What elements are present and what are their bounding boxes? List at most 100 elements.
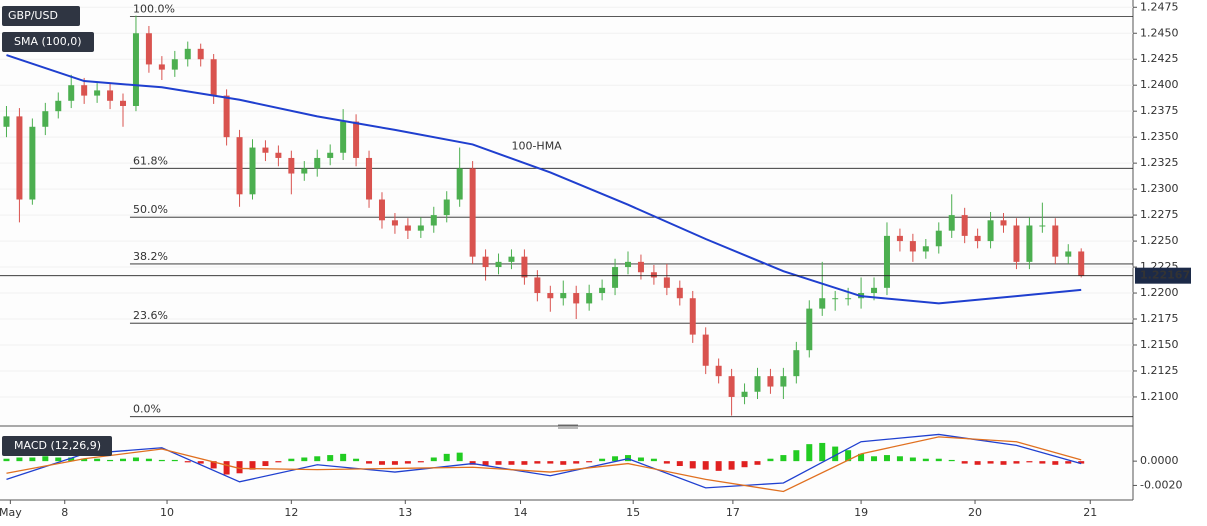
macd-histogram-bar [184, 461, 191, 463]
candle-body [728, 376, 735, 397]
candle-body [547, 293, 554, 299]
x-tick-label: 13 [398, 506, 412, 519]
candle-body [819, 298, 826, 309]
y-tick-label: 1.2350 [1140, 130, 1179, 143]
macd-histogram-bar [689, 461, 696, 469]
x-tick-label: 14 [514, 506, 528, 519]
candle-body [637, 261, 644, 273]
candle-body [741, 391, 748, 397]
candle-body [948, 215, 955, 231]
macd-histogram-bar [573, 461, 580, 464]
candle-body [871, 287, 878, 294]
macd-histogram-bar [1078, 461, 1085, 464]
macd-histogram-bar [806, 444, 813, 462]
resize-handle[interactable] [558, 424, 578, 429]
fib-label: 61.8% [133, 154, 168, 167]
macd-histogram-bar [1026, 461, 1033, 463]
candle-body [793, 350, 800, 377]
candle-body [987, 220, 994, 242]
fib-label: 38.2% [133, 250, 168, 263]
sma-box [2, 32, 94, 52]
candle-body [262, 147, 269, 153]
macd-histogram-bar [327, 455, 334, 462]
macd-histogram-bar [871, 456, 878, 462]
symbol-box [2, 6, 80, 26]
x-tick-label: 8 [61, 506, 68, 519]
macd-histogram-bar [3, 458, 10, 462]
macd-histogram-bar [1000, 461, 1007, 465]
macd-histogram-bar [676, 461, 683, 466]
candle-body [612, 267, 619, 288]
candle-body [534, 277, 541, 294]
candle-body [16, 116, 23, 200]
macd-histogram-bar [417, 461, 424, 463]
macd-histogram-bar [366, 461, 373, 464]
macd-histogram-bar [94, 458, 101, 462]
macd-histogram-bar [288, 458, 295, 462]
y-tick-label: 1.2100 [1140, 390, 1179, 403]
macd-histogram-bar [55, 457, 62, 462]
candle-body [883, 235, 890, 288]
macd-box [2, 436, 112, 456]
macd-histogram-bar [391, 461, 398, 465]
candle-body [443, 199, 450, 216]
macd-histogram-bar [780, 455, 787, 462]
y-tick-label: 1.2175 [1140, 312, 1179, 325]
macd-histogram-bar [1039, 461, 1046, 464]
sma-legend: SMA (100,0) [14, 35, 82, 48]
macd-histogram-bar [16, 457, 23, 462]
candle-body [68, 85, 75, 101]
y-tick-label: 1.2200 [1140, 286, 1179, 299]
macd-histogram-bar [832, 446, 839, 462]
candle-body [404, 225, 411, 231]
macd-histogram-bar [42, 456, 49, 462]
macd-histogram-bar [547, 461, 554, 464]
macd-histogram-bar [456, 452, 463, 462]
y-tick-label: 1.2475 [1140, 0, 1179, 13]
macd-histogram-bar [883, 455, 890, 462]
macd-histogram-bar [340, 453, 347, 462]
macd-histogram-bar [987, 461, 994, 464]
candle-body [236, 137, 243, 195]
macd-histogram-bar [1065, 461, 1072, 464]
x-tick-label: 15 [626, 506, 640, 519]
candle-body [366, 157, 373, 200]
macd-histogram-bar [314, 456, 321, 462]
candle-body [1065, 251, 1072, 257]
candle-body [780, 376, 787, 387]
macd-histogram-bar [560, 461, 567, 465]
y-tick-label: 1.2300 [1140, 182, 1179, 195]
candle-body [1052, 225, 1059, 257]
macd-histogram-bar [223, 461, 230, 475]
fib-label: 23.6% [133, 309, 168, 322]
candle-body [845, 298, 852, 300]
macd-histogram-bar [1052, 461, 1059, 465]
candle-body [120, 100, 127, 106]
y-tick-label: 1.2250 [1140, 234, 1179, 247]
macd-histogram-bar [741, 461, 748, 468]
candle-body [184, 48, 191, 60]
candle-body [158, 64, 165, 70]
candle-body [663, 277, 670, 288]
macd-histogram-bar [443, 453, 450, 462]
candle-body [560, 293, 567, 299]
candle-body [391, 220, 398, 226]
candle-body [327, 152, 334, 158]
macd-histogram-bar [495, 461, 502, 465]
x-tick-label: 20 [968, 506, 982, 519]
x-tick-label: 17 [726, 506, 740, 519]
candle-body [275, 152, 282, 158]
fib-label: 0.0% [133, 403, 161, 416]
macd-histogram-bar [249, 461, 256, 470]
macd-histogram-bar [935, 458, 942, 462]
macd-histogram-bar [145, 458, 152, 462]
y-tick-label: 1.2325 [1140, 156, 1179, 169]
candle-body [573, 293, 580, 304]
macd-histogram-bar [663, 461, 670, 464]
macd-line [6, 433, 1082, 489]
candle-body [340, 121, 347, 153]
candle-body [1013, 225, 1020, 262]
macd-histogram-bar [1013, 461, 1020, 464]
candle-body [767, 376, 774, 387]
